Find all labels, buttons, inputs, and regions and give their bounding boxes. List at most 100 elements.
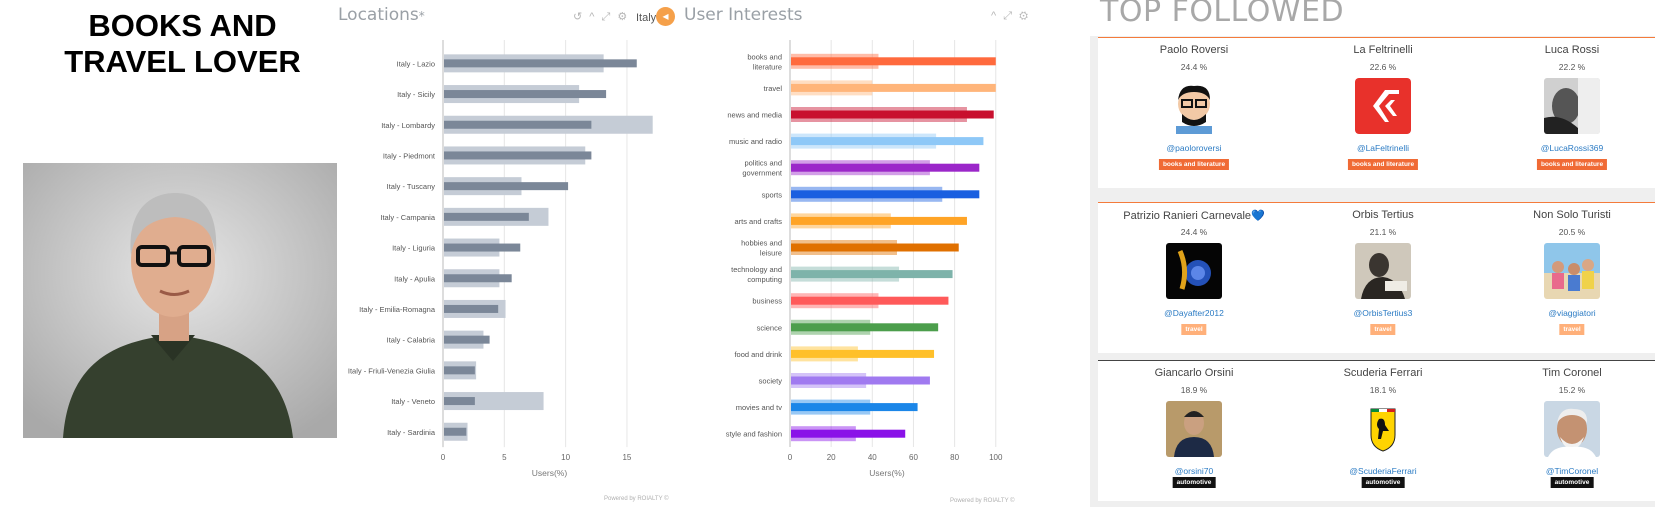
profile-avatar[interactable] — [1544, 243, 1600, 299]
bar-value[interactable] — [791, 216, 967, 225]
bar-value[interactable] — [444, 243, 521, 252]
profile-avatar[interactable] — [1355, 401, 1411, 457]
bar-value[interactable] — [444, 397, 475, 406]
category-label: Italy - Friuli-Venezia Giulia — [348, 366, 436, 375]
persona-title-line2: TRAVEL LOVER — [64, 44, 301, 79]
profile-percent: 15.2 % — [1558, 385, 1586, 395]
profile-percent: 21.1 % — [1369, 227, 1397, 237]
profile-handle-link[interactable]: @OrbisTertius3 — [1353, 308, 1413, 318]
category-label: Italy - Veneto — [391, 397, 435, 406]
profile-handle-link[interactable]: @viaggiatori — [1548, 308, 1596, 318]
interest-tag-badge: travel — [1559, 324, 1585, 335]
profile-avatar[interactable] — [1166, 78, 1222, 134]
profile-handle-link[interactable]: @Dayafter2012 — [1164, 308, 1224, 318]
profile-card[interactable]: Tim Coronel 15.2 % @TimCoronel automotive — [1476, 360, 1655, 501]
profile-avatar[interactable] — [1355, 243, 1411, 299]
x-tick-label: 100 — [989, 453, 1003, 462]
country-filter-label[interactable]: Italy — [636, 12, 657, 24]
profile-card[interactable]: Patrizio Ranieri Carnevale💙 24.4 % @Dayaft… — [1098, 202, 1290, 353]
bar-value[interactable] — [444, 427, 467, 436]
bar-value[interactable] — [791, 163, 980, 172]
bar-value[interactable] — [791, 243, 959, 252]
profile-avatar[interactable] — [1544, 78, 1600, 134]
x-tick-label: 60 — [909, 453, 918, 462]
bar-value[interactable] — [791, 349, 935, 358]
profile-card[interactable]: Giancarlo Orsini 18.9 % @orsini70 automotiv… — [1098, 360, 1290, 501]
profile-avatar[interactable] — [1544, 401, 1600, 457]
bar-value[interactable] — [791, 376, 930, 385]
profile-handle-link[interactable]: @ScuderiaFerrari — [1349, 466, 1417, 476]
category-label: Italy - Apulia — [394, 274, 436, 283]
category-label: sports — [762, 190, 783, 199]
profile-handle-link[interactable]: @orsini70 — [1174, 466, 1214, 476]
profile-card[interactable]: Non Solo Turisti 20.5 % @viaggiatori travel — [1476, 202, 1655, 353]
bar-value[interactable] — [444, 59, 637, 68]
profile-card[interactable]: Scuderia Ferrari 18.1 % @ScuderiaFerrari au… — [1287, 360, 1479, 501]
bar-value[interactable] — [791, 429, 906, 438]
profile-handle-link[interactable]: @LucaRossi369 — [1540, 143, 1604, 153]
bar-value[interactable] — [444, 366, 475, 375]
profile-handle-link[interactable]: @paoloroversi — [1166, 143, 1222, 153]
profile-avatar[interactable] — [1355, 78, 1411, 134]
category-label: Italy - Emilia-Romagna — [359, 305, 436, 314]
profile-avatar[interactable] — [1166, 401, 1222, 457]
bar-value[interactable] — [791, 403, 918, 412]
bar-value[interactable] — [791, 83, 996, 92]
bar-value[interactable] — [444, 90, 607, 99]
category-label: style and fashion — [726, 430, 782, 439]
locations-title-text: Locations — [338, 5, 419, 25]
profile-name[interactable]: Giancarlo Orsini — [1154, 367, 1234, 379]
locations-toolbar[interactable]: ↺ ^ ⤢ ⚙ — [573, 11, 630, 23]
interests-toolbar[interactable]: ^ ⤢ ⚙ — [991, 10, 1030, 22]
bar-value[interactable] — [791, 296, 949, 305]
profile-percent: 22.6 % — [1369, 62, 1397, 72]
profile-handle-link[interactable]: @TimCoronel — [1545, 466, 1599, 476]
profile-name[interactable]: Patrizio Ranieri Carnevale💙 — [1123, 210, 1265, 222]
bar-value[interactable] — [791, 190, 980, 199]
bar-value[interactable] — [444, 274, 512, 283]
profile-percent: 22.2 % — [1558, 62, 1586, 72]
bar-value[interactable] — [444, 120, 592, 129]
interest-tag-badge: automotive — [1172, 477, 1216, 488]
bar-value[interactable] — [791, 137, 984, 146]
interest-tag-badge: books and literature — [1158, 159, 1230, 170]
category-label: news and media — [727, 111, 782, 120]
profile-card[interactable]: La Feltrinelli 22.6 % @LaFeltrinelli books … — [1287, 37, 1479, 188]
profile-percent: 24.4 % — [1180, 62, 1208, 72]
profile-card[interactable]: Paolo Roversi 24.4 % @paoloroversi books an… — [1098, 37, 1290, 188]
bar-baseline[interactable] — [444, 392, 544, 411]
profile-avatar[interactable] — [1166, 243, 1222, 299]
bar-value[interactable] — [791, 110, 994, 119]
bar-value[interactable] — [444, 212, 529, 221]
x-tick-label: 40 — [868, 453, 877, 462]
profile-card[interactable]: Luca Rossi 22.2 % @LucaRossi369 books and l… — [1476, 37, 1655, 188]
bar-value[interactable] — [791, 270, 953, 279]
profile-name[interactable]: La Feltrinelli — [1353, 44, 1413, 56]
category-label: arts and crafts — [734, 217, 782, 226]
x-tick-label: 0 — [788, 453, 793, 462]
locations-chart: 0 5 10 15 Users(%) Italy - Lazio Italy - Sicil… — [348, 40, 653, 478]
profile-name[interactable]: Luca Rossi — [1544, 44, 1600, 56]
bar-value[interactable] — [444, 182, 569, 191]
profile-percent: 18.9 % — [1180, 385, 1208, 395]
category-label: Italy - Lombardy — [381, 121, 435, 130]
profile-name[interactable]: Tim Coronel — [1542, 367, 1602, 379]
profile-name[interactable]: Scuderia Ferrari — [1343, 367, 1423, 379]
back-arrow-icon[interactable]: ◂ — [656, 7, 675, 26]
category-label: government — [742, 169, 783, 178]
bar-value[interactable] — [791, 323, 939, 332]
profile-name[interactable]: Paolo Roversi — [1159, 44, 1229, 56]
bar-value[interactable] — [444, 304, 499, 313]
interests-title: User Interests — [684, 5, 803, 25]
category-label: food and drink — [734, 350, 782, 359]
profile-handle-link[interactable]: @LaFeltrinelli — [1356, 143, 1410, 153]
category-label: hobbies and — [741, 239, 782, 248]
profile-card[interactable]: Orbis Tertius 21.1 % @OrbisTertius3 travel — [1287, 202, 1479, 353]
bar-value[interactable] — [444, 335, 490, 344]
bar-value[interactable] — [444, 151, 592, 160]
x-tick-label: 0 — [441, 453, 446, 462]
profile-name[interactable]: Orbis Tertius — [1352, 209, 1414, 221]
bar-value[interactable] — [791, 57, 996, 66]
x-tick-label: 10 — [561, 453, 570, 462]
profile-name[interactable]: Non Solo Turisti — [1533, 209, 1611, 221]
